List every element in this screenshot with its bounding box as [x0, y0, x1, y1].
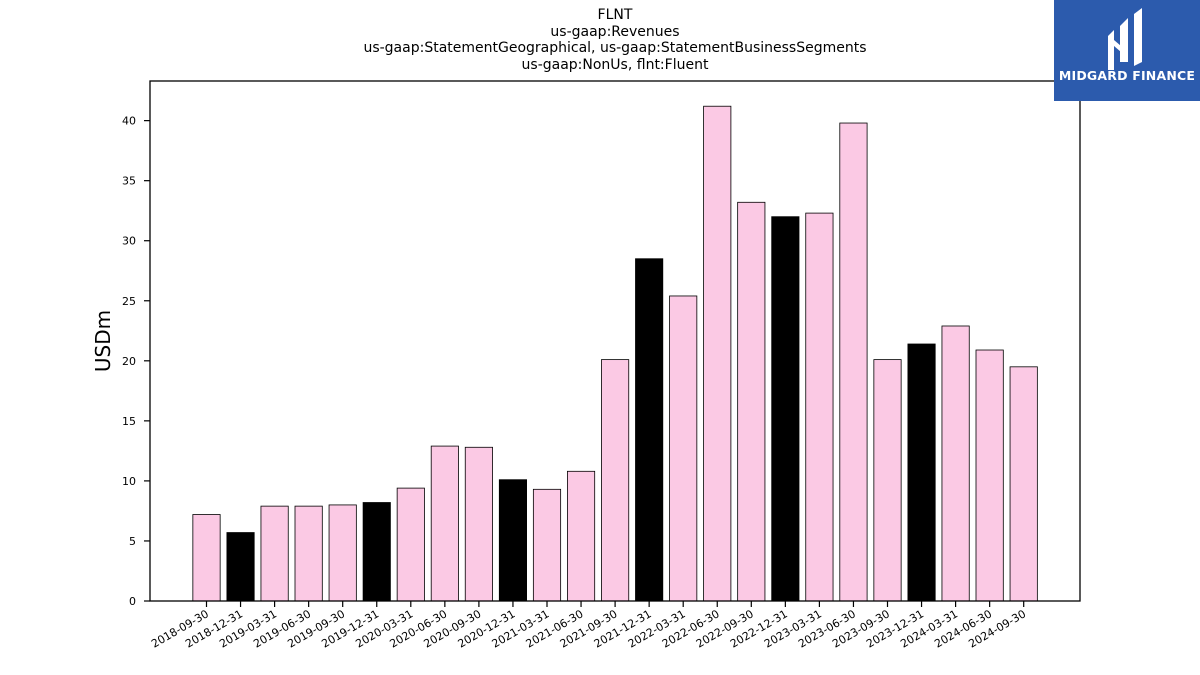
title-members: us-gaap:NonUs, flnt:Fluent: [521, 56, 709, 73]
bar-2024-09-30: [1009, 366, 1038, 602]
y-tick-label: 15: [122, 415, 136, 428]
bar-2021-03-31: [532, 488, 562, 602]
bar-2023-09-30: [873, 359, 902, 602]
bar-2019-12-31: [362, 502, 391, 602]
bar-2021-12-31: [635, 258, 664, 602]
y-tick-label: 20: [122, 355, 136, 368]
bar-2020-12-31: [498, 479, 527, 602]
bar-2022-12-31: [771, 216, 800, 602]
bar-2023-06-30: [839, 122, 868, 602]
bar-2018-09-30: [192, 514, 221, 602]
bar-2024-06-30: [975, 349, 1004, 602]
bar-2018-12-31: [226, 532, 255, 602]
bar-2020-03-31: [396, 487, 425, 602]
bar-2019-03-31: [260, 505, 289, 602]
y-tick-label: 0: [129, 595, 136, 608]
bar-2020-09-30: [464, 446, 493, 602]
bar-2024-03-31: [941, 325, 970, 602]
title-concept: us-gaap:Revenues: [550, 23, 680, 40]
y-axis-label: USDm: [91, 310, 115, 372]
bar-2023-03-31: [805, 212, 834, 602]
x-axis: 2018-09-302018-12-312019-03-312019-06-30…: [149, 601, 1028, 651]
y-tick-label: 35: [122, 175, 136, 188]
midgard-m-logo-icon: [1108, 8, 1142, 70]
y-tick-label: 30: [122, 235, 136, 248]
bar-2019-09-30: [328, 504, 357, 602]
y-tick-label: 25: [122, 295, 136, 308]
y-tick-label: 40: [122, 115, 136, 128]
bar-2019-06-30: [294, 505, 323, 602]
bar-2022-03-31: [669, 295, 698, 602]
title-ticker: FLNT: [597, 7, 633, 23]
bars-group: [192, 105, 1038, 602]
y-tick-label: 10: [122, 475, 136, 488]
bar-2022-06-30: [703, 105, 732, 602]
y-tick-label: 5: [129, 535, 136, 548]
y-axis: 0 5 10 15 20 25 30 35 40: [122, 115, 150, 608]
bar-2022-09-30: [737, 201, 766, 602]
bar-2021-09-30: [601, 359, 630, 602]
bar-2023-12-31: [907, 343, 936, 602]
midgard-finance-logo: MIDGARD FINANCE: [1054, 0, 1200, 101]
title-axes: us-gaap:StatementGeographical, us-gaap:S…: [363, 40, 867, 56]
bar-2021-06-30: [567, 470, 596, 602]
logo-text: MIDGARD FINANCE: [1058, 68, 1196, 83]
bar-2020-06-30: [430, 445, 459, 602]
